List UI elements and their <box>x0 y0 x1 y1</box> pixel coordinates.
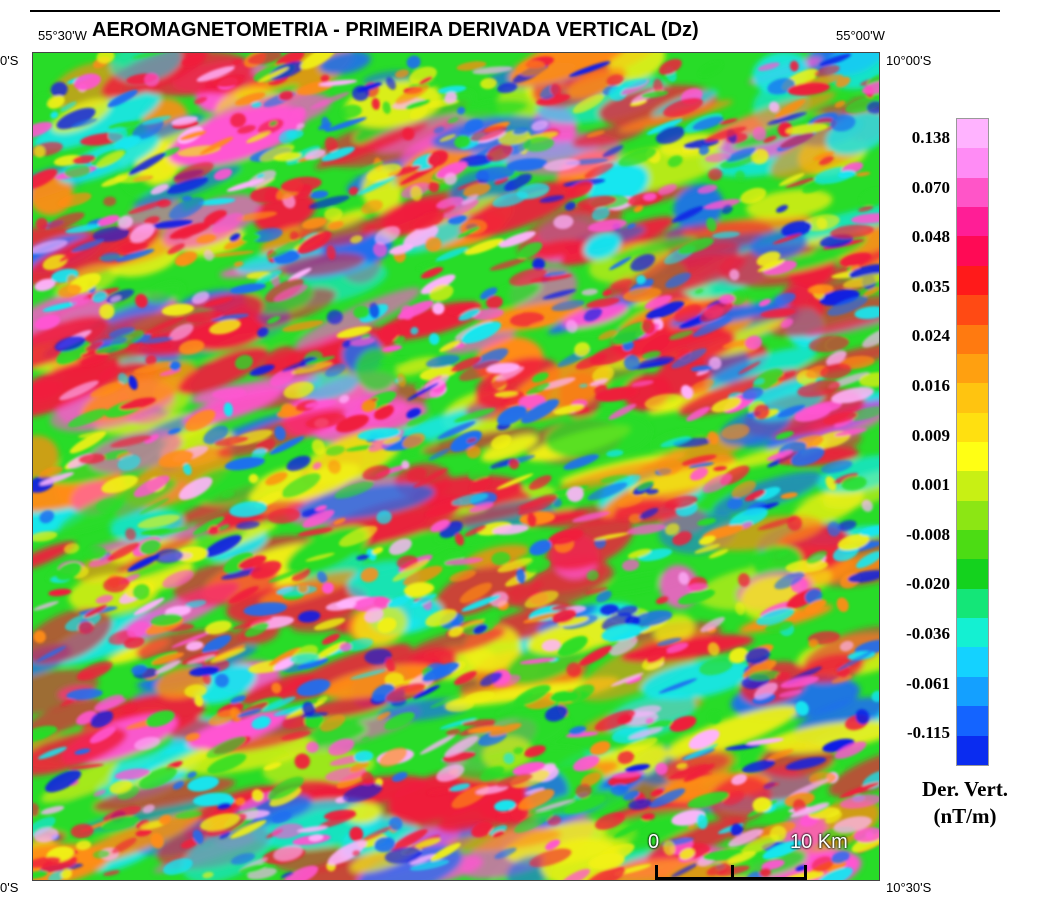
scale-bar-end-label: 10 Km <box>790 831 848 853</box>
legend-swatch <box>957 295 988 325</box>
map-raster <box>33 53 879 880</box>
legend-tick-label: 0.001 <box>911 475 950 495</box>
scale-bar: 0 10 Km <box>630 830 870 880</box>
legend-swatch <box>957 735 988 765</box>
legend-swatch <box>957 530 988 560</box>
legend-swatch <box>957 676 988 707</box>
legend-swatch <box>957 148 988 178</box>
legend-swatch <box>957 353 988 384</box>
legend-units-line2: (nT/m) <box>933 804 997 828</box>
legend-swatch <box>957 471 988 501</box>
legend-swatch <box>957 559 988 589</box>
latitude-label-left-bottom: 0'S <box>0 880 19 895</box>
longitude-label-top-right: 55°00'W <box>836 28 885 43</box>
legend-tick-label: 0.048 <box>911 227 950 247</box>
latitude-label-right-top: 10°00'S <box>886 53 932 68</box>
legend-swatch <box>957 119 988 149</box>
legend-tick-label: -0.036 <box>906 624 950 643</box>
longitude-label-top-left: 55°30'W <box>38 28 87 43</box>
legend-swatch <box>957 324 988 354</box>
legend-color-ramp <box>956 118 989 766</box>
legend-swatch <box>957 500 988 531</box>
legend-tick-label: 0.035 <box>911 276 950 296</box>
legend-swatch <box>957 588 988 619</box>
legend-swatch <box>957 207 988 237</box>
magnetic-derivative-map[interactable] <box>32 52 880 881</box>
latitude-label-right-bottom: 10°30'S <box>886 880 932 895</box>
legend-tick-label: -0.020 <box>906 574 950 594</box>
legend-swatch <box>957 647 988 677</box>
latitude-label-left-top: 0'S <box>0 53 19 68</box>
legend-tick-label: 0.138 <box>911 128 950 147</box>
legend-swatch <box>957 177 988 208</box>
legend-tick-label: 0.009 <box>911 425 950 445</box>
scale-bar-tick-mid <box>731 865 734 880</box>
legend-swatch <box>957 706 988 736</box>
legend-swatch <box>957 412 988 442</box>
legend-tick-label: 0.016 <box>911 376 950 395</box>
scale-bar-start-label: 0 <box>648 831 660 853</box>
scale-bar-tick-start <box>655 865 658 880</box>
legend-tick-label: 0.024 <box>911 326 950 346</box>
legend-swatch <box>957 618 988 648</box>
legend-tick-label: -0.008 <box>906 524 950 544</box>
legend-swatch <box>957 236 988 266</box>
legend-tick-label: 0.070 <box>911 177 950 197</box>
legend-units-label: Der. Vert. (nT/m) <box>905 776 1025 830</box>
legend-swatch <box>957 441 988 472</box>
legend-swatch <box>957 383 988 413</box>
top-border-rule <box>30 0 1000 12</box>
legend-swatch <box>957 265 988 296</box>
legend-tick-label: -0.061 <box>906 673 950 693</box>
scale-bar-tick-end <box>804 865 807 880</box>
legend-tick-label: -0.115 <box>907 723 950 743</box>
legend-units-line1: Der. Vert. <box>921 777 1009 801</box>
color-legend: 0.138 0.070 0.048 0.035 0.024 0.016 0.009 0.001… <box>880 118 1020 768</box>
map-title: AEROMAGNETOMETRIA - PRIMEIRA DERIVADA VE… <box>92 19 699 41</box>
